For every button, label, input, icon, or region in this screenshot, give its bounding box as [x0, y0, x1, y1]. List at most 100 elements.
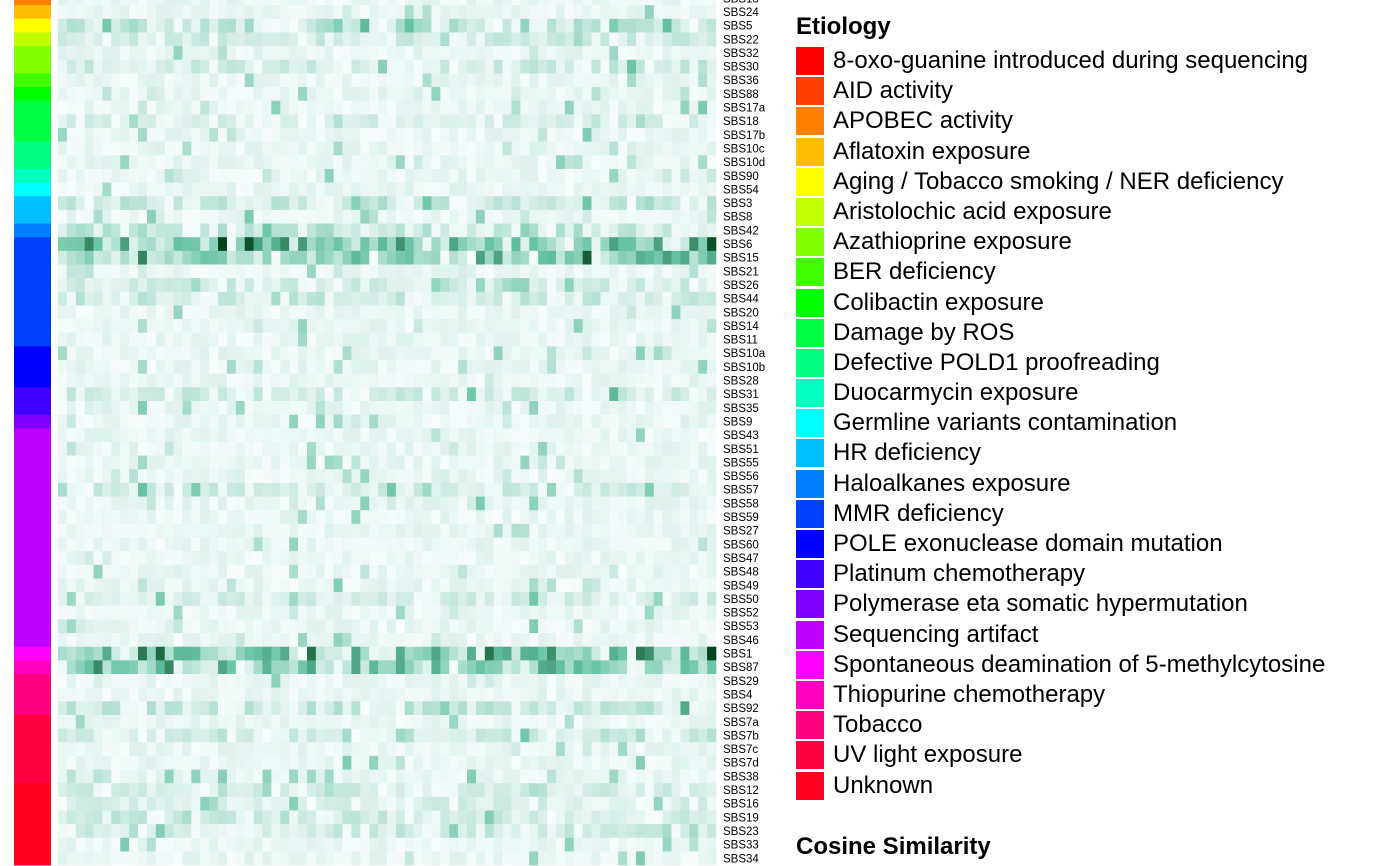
heatmap-cell	[360, 824, 370, 839]
heatmap-cell	[422, 755, 432, 770]
heatmap-cell	[449, 401, 459, 415]
heatmap-cell	[102, 469, 112, 484]
heatmap-cell	[467, 619, 477, 634]
heatmap-cell	[342, 482, 352, 497]
heatmap-cell	[555, 742, 566, 757]
heatmap-cell	[173, 59, 183, 74]
heatmap-cell	[271, 455, 281, 470]
heatmap-cell	[698, 619, 708, 634]
heatmap-cell	[635, 291, 646, 306]
heatmap-cell	[173, 564, 183, 579]
heatmap-cell	[458, 810, 468, 825]
heatmap-cell	[244, 796, 254, 811]
heatmap-cell	[182, 87, 192, 101]
heatmap-cell	[253, 332, 263, 347]
heatmap-cell	[529, 5, 539, 20]
heatmap-cell	[155, 319, 165, 334]
heatmap-cell	[102, 291, 112, 306]
heatmap-cell	[164, 332, 174, 347]
heatmap-cell	[449, 646, 459, 661]
heatmap-cell	[600, 141, 610, 156]
heatmap-cell	[155, 278, 165, 293]
heatmap-cell	[218, 496, 228, 511]
heatmap-cell	[387, 810, 397, 825]
heatmap-cell	[120, 87, 130, 101]
heatmap-cell	[324, 73, 334, 88]
heatmap-cell	[342, 168, 352, 183]
heatmap-cell	[102, 87, 112, 101]
heatmap-cell	[520, 100, 530, 115]
heatmap-cell	[280, 87, 290, 101]
heatmap-cell	[182, 523, 192, 538]
heatmap-cell	[102, 401, 112, 415]
heatmap-cell	[342, 319, 352, 334]
heatmap-cell	[226, 414, 237, 429]
heatmap-cell	[653, 360, 663, 374]
heatmap-cell	[404, 18, 414, 33]
heatmap-cell	[422, 592, 432, 607]
heatmap-cell	[58, 810, 68, 825]
heatmap-cell	[342, 537, 352, 552]
heatmap-cell	[449, 5, 459, 20]
heatmap-cell	[484, 701, 494, 716]
heatmap-cell	[671, 237, 681, 252]
heatmap-cell	[547, 401, 557, 415]
heatmap-cell	[422, 414, 432, 429]
heatmap-cell	[387, 128, 397, 142]
legend-item: Sequencing artifact	[796, 620, 1396, 651]
heatmap-cell	[511, 223, 521, 238]
heatmap-cell	[538, 305, 548, 320]
heatmap-cell	[484, 578, 494, 593]
heatmap-cell	[280, 346, 290, 361]
heatmap-cell	[458, 633, 468, 647]
heatmap-cell	[360, 196, 370, 211]
heatmap-cell	[475, 578, 486, 593]
heatmap-cell	[662, 455, 672, 470]
heatmap-cell	[653, 46, 663, 61]
heatmap-cell	[707, 401, 717, 415]
heatmap-cell	[484, 769, 494, 784]
heatmap-cell	[653, 728, 663, 743]
heatmap-cell	[120, 0, 130, 6]
heatmap-cell	[271, 332, 281, 347]
heatmap-cell	[306, 373, 317, 388]
heatmap-cell	[164, 851, 174, 866]
heatmap-cell	[315, 141, 326, 156]
heatmap-cell	[369, 387, 379, 402]
heatmap-cell	[120, 837, 130, 852]
heatmap-cell	[315, 237, 326, 252]
heatmap-cell	[280, 46, 290, 61]
heatmap-cell	[609, 87, 619, 101]
heatmap-cell	[58, 346, 68, 361]
heatmap-cell	[458, 469, 468, 484]
heatmap-cell	[342, 87, 352, 101]
heatmap-cell	[698, 578, 708, 593]
heatmap-cell	[289, 578, 299, 593]
heatmap-cell	[146, 291, 157, 306]
heatmap-cell	[458, 59, 468, 74]
heatmap-cell	[618, 32, 628, 47]
heatmap-cell	[191, 182, 201, 197]
heatmap-cell	[707, 796, 717, 811]
heatmap-cell	[262, 469, 272, 484]
heatmap-cell	[324, 100, 334, 115]
heatmap-cell	[564, 496, 575, 511]
heatmap-cell	[58, 32, 68, 47]
heatmap-cell	[324, 755, 334, 770]
heatmap-panel: SBS13SBS24SBS5SBS22SBS32SBS30SBS36SBS88S…	[14, 0, 766, 866]
heatmap-cell	[511, 5, 521, 20]
heatmap-cell	[662, 100, 672, 115]
heatmap-cell	[146, 455, 157, 470]
heatmap-cell	[520, 714, 530, 729]
heatmap-cell	[306, 551, 317, 566]
heatmap-cell	[582, 346, 592, 361]
heatmap-cell	[218, 769, 228, 784]
heatmap-cell	[600, 660, 610, 675]
heatmap-cell	[689, 783, 699, 798]
etiology-bar-cell	[14, 291, 51, 306]
heatmap-cell	[600, 264, 610, 279]
heatmap-cell	[209, 619, 219, 634]
heatmap-cell	[164, 291, 174, 306]
heatmap-cell	[191, 250, 201, 265]
heatmap-cell	[164, 414, 174, 429]
